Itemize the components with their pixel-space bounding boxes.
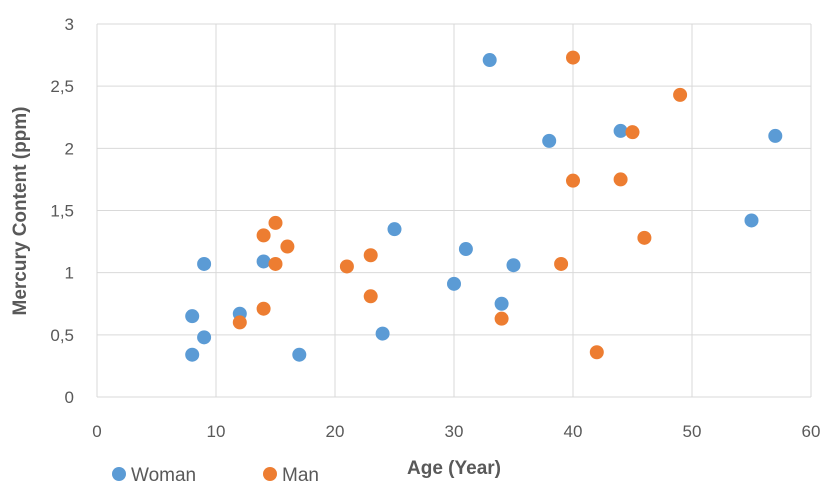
point-man xyxy=(589,345,604,360)
point-man xyxy=(268,215,283,230)
x-tick-label: 0 xyxy=(92,422,101,441)
x-tick-label: 30 xyxy=(445,422,464,441)
point-woman xyxy=(197,330,212,345)
series-man xyxy=(232,50,688,360)
point-man xyxy=(494,311,509,326)
point-woman xyxy=(482,53,497,68)
point-woman xyxy=(185,309,200,324)
point-woman xyxy=(494,296,509,311)
y-axis-title: Mercury Content (ppm) xyxy=(10,107,31,316)
y-tick-label: 0,5 xyxy=(50,326,74,345)
point-man xyxy=(363,248,378,263)
point-man xyxy=(566,173,580,188)
y-tick-labels: 0 0,5 1 1,5 2 2,5 3 xyxy=(50,15,74,407)
point-woman xyxy=(185,347,200,362)
point-man xyxy=(566,50,580,65)
point-woman xyxy=(447,276,461,291)
point-man xyxy=(339,259,354,274)
x-tick-label: 40 xyxy=(564,422,583,441)
y-tick-label: 2 xyxy=(65,139,74,158)
point-man xyxy=(625,125,640,140)
point-man xyxy=(673,87,688,102)
point-man xyxy=(280,239,295,254)
point-man xyxy=(363,289,378,304)
point-man xyxy=(232,315,247,330)
point-woman xyxy=(375,326,390,341)
legend-marker-woman xyxy=(112,467,126,481)
x-tick-labels: 0 10 20 30 40 50 60 xyxy=(92,422,820,441)
x-tick-label: 60 xyxy=(802,422,821,441)
point-woman xyxy=(197,256,212,271)
point-woman xyxy=(744,213,759,228)
x-axis-title: Age (Year) xyxy=(407,458,501,479)
point-woman xyxy=(506,258,521,273)
y-tick-label: 1,5 xyxy=(50,202,74,221)
point-man xyxy=(268,256,283,271)
legend-label-man: Man xyxy=(282,465,319,483)
point-man xyxy=(637,230,652,245)
point-woman xyxy=(458,242,473,257)
y-tick-label: 3 xyxy=(65,15,74,34)
y-tick-label: 1 xyxy=(65,264,74,283)
point-man xyxy=(613,172,628,187)
point-woman xyxy=(613,123,628,138)
x-tick-label: 20 xyxy=(326,422,345,441)
series-woman xyxy=(185,53,783,362)
point-man xyxy=(554,256,569,271)
x-tick-label: 10 xyxy=(207,422,226,441)
point-man xyxy=(256,301,271,316)
point-man xyxy=(256,228,271,243)
y-tick-label: 2,5 xyxy=(50,77,74,96)
point-woman xyxy=(542,133,557,148)
x-tick-label: 50 xyxy=(683,422,702,441)
gridlines xyxy=(96,23,812,398)
legend-marker-man xyxy=(263,467,277,481)
point-woman xyxy=(292,347,307,362)
legend-label-woman: Woman xyxy=(131,465,196,483)
y-tick-label: 0 xyxy=(65,388,74,407)
point-woman xyxy=(387,222,402,237)
data-points xyxy=(185,50,783,362)
legend: Woman Man xyxy=(112,465,319,483)
point-woman xyxy=(768,128,783,143)
point-woman xyxy=(256,254,271,269)
